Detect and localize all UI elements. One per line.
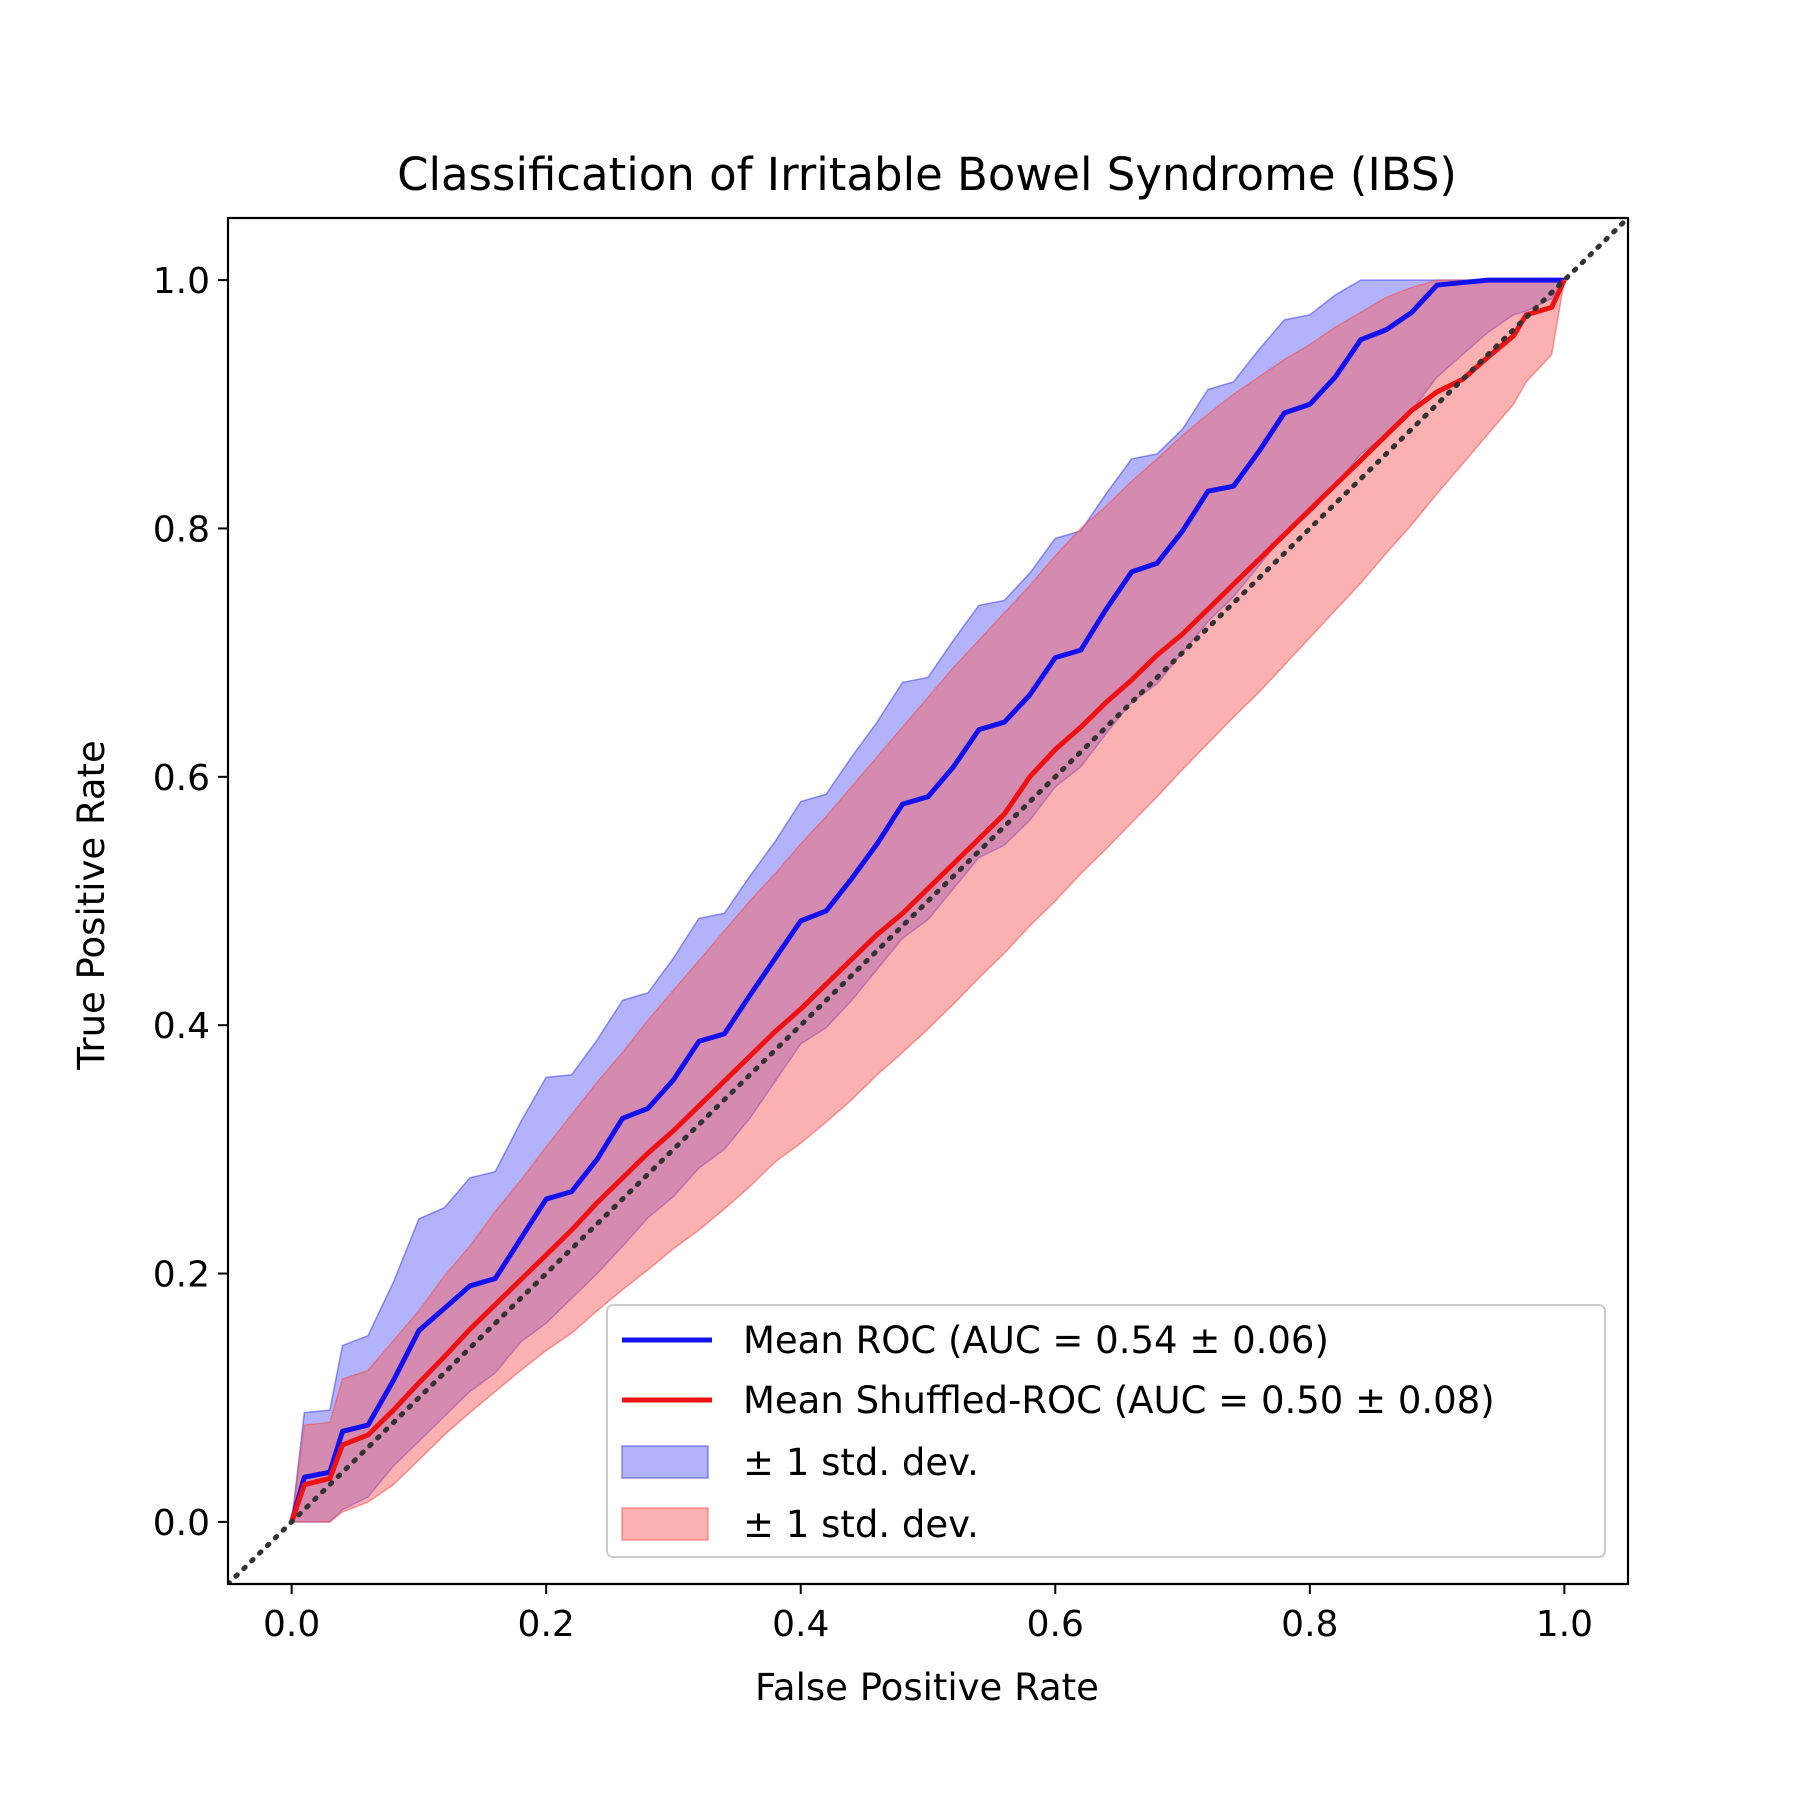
x-tick-label: 0.8	[1281, 1604, 1338, 1645]
x-tick-label: 0.0	[263, 1604, 320, 1645]
x-tick-label: 0.2	[518, 1604, 575, 1645]
y-axis-label: True Positive Rate	[70, 740, 113, 1071]
x-tick-label: 0.6	[1027, 1604, 1084, 1645]
y-tick-label: 0.0	[153, 1503, 210, 1544]
legend-box	[606, 1304, 1606, 1558]
legend-entry-label: Mean Shuffled-ROC (AUC = 0.50 ± 0.08)	[743, 1379, 1495, 1422]
legend-entry-label: Mean ROC (AUC = 0.54 ± 0.06)	[743, 1319, 1329, 1362]
x-tick-label: 1.0	[1536, 1604, 1593, 1645]
y-tick-label: 0.2	[153, 1255, 210, 1296]
mean-roc-line	[289, 277, 1565, 1523]
chance-diagonal-line	[228, 218, 1628, 1584]
chart-title: Classification of Irritable Bowel Syndro…	[397, 148, 1457, 201]
legend: Mean ROC (AUC = 0.54 ± 0.06) Mean Shuffle…	[606, 1304, 1606, 1558]
y-tick-label: 1.0	[153, 261, 210, 302]
legend-band-swatch	[621, 1445, 709, 1479]
x-axis-label: False Positive Rate	[755, 1666, 1099, 1709]
y-tick-label: 0.6	[153, 758, 210, 799]
y-tick-label: 0.8	[153, 509, 210, 550]
legend-entry-label: ± 1 std. dev.	[743, 1503, 979, 1546]
legend-entry-label: ± 1 std. dev.	[743, 1441, 979, 1484]
x-tick-label: 0.4	[772, 1604, 829, 1645]
y-tick-label: 0.4	[153, 1006, 210, 1047]
plot-area: 0.0 0.2 0.4 0.6 0.8 1.0 0.0 0.2 0.4 0.6 0.8 1.0	[153, 216, 1630, 1645]
axes-frame	[226, 216, 1630, 1586]
mean-shuffled-roc-line	[289, 279, 1567, 1523]
legend-band-swatch	[621, 1507, 709, 1541]
